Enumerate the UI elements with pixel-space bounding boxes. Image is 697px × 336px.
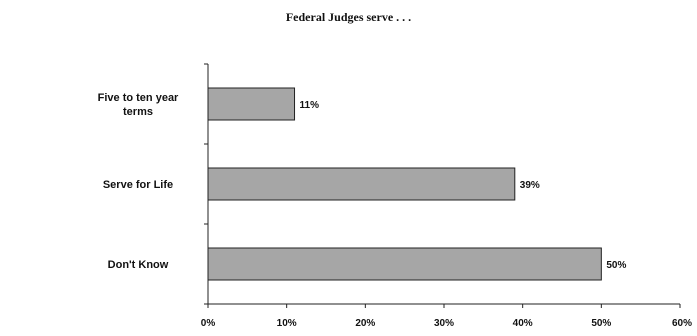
x-tick-label-4: 40%	[513, 318, 533, 329]
category-label-line: Don't Know	[108, 259, 169, 271]
data-label-1: 39%	[520, 180, 540, 191]
bars-layer	[207, 87, 602, 281]
category-label-line: Five to ten year	[98, 92, 179, 104]
x-tick-label-3: 30%	[434, 318, 454, 329]
axis-layer	[204, 63, 681, 308]
category-label-line: terms	[123, 106, 153, 118]
x-tick-label-6: 60%	[672, 318, 692, 329]
category-label-line: Serve for Life	[103, 179, 173, 191]
x-tick-label-1: 10%	[277, 318, 297, 329]
data-label-0: 11%	[300, 100, 320, 111]
category-label-2: Don't Know	[108, 259, 169, 271]
bar-1	[207, 167, 516, 201]
category-label-0: Five to ten year terms	[98, 92, 179, 118]
x-tick-label-0: 0%	[201, 318, 216, 329]
bar-0	[207, 87, 296, 121]
bar-2	[207, 247, 602, 281]
category-label-1: Serve for Life	[103, 179, 173, 191]
labels-layer: 11% Five to ten year terms 39% Serve for Lif…	[98, 92, 692, 329]
data-label-2: 50%	[606, 260, 626, 271]
x-tick-label-5: 50%	[591, 318, 611, 329]
x-tick-label-2: 20%	[355, 318, 375, 329]
chart-title: Federal Judges serve . . .	[285, 10, 412, 24]
